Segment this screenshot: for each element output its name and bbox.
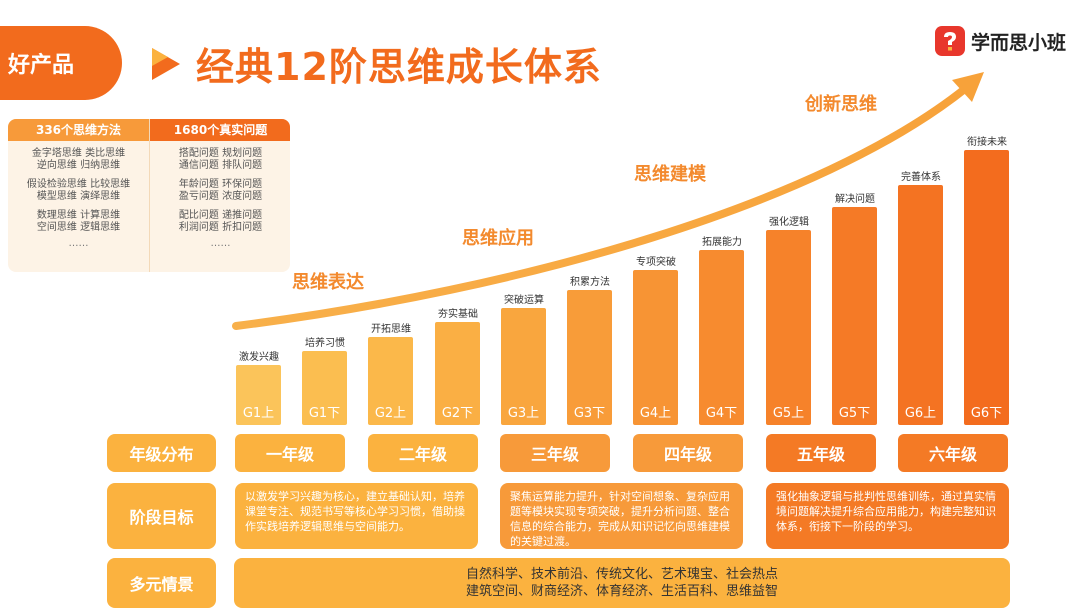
- level-bar-label: G1下: [308, 406, 341, 421]
- method-header-right: 1680个真实问题: [150, 119, 290, 141]
- level-skill-label: 夯实基础: [438, 309, 478, 320]
- problem-line: 配比问题 递推问题: [178, 210, 263, 221]
- level-bar: G2上: [368, 337, 413, 425]
- level-skill-label: 开拓思维: [371, 324, 411, 335]
- stage-label-modeling: 思维建模: [634, 164, 706, 185]
- method-line: 数理思维 计算思维: [36, 210, 121, 221]
- level-bar-label: G4下: [705, 406, 738, 421]
- method-ellipsis: ……: [68, 238, 89, 249]
- method-column-left: 336个思维方法 金字塔思维 类比思维 逆向思维 归纳思维 假设检验思维 比较思…: [8, 119, 149, 272]
- level-skill-label: 衔接未来: [967, 137, 1007, 148]
- page-title: 经典12阶思维成长体系: [196, 45, 602, 89]
- level-bar: G3下: [567, 290, 612, 425]
- problem-group: 配比问题 递推问题 利润问题 折扣问题: [150, 210, 290, 234]
- level-bar: G1下: [302, 351, 347, 425]
- brand-logo-icon: [934, 26, 965, 56]
- product-tag-text: 好产品: [8, 53, 75, 78]
- level-skill-label: 解决问题: [835, 194, 875, 205]
- method-table: 336个思维方法 金字塔思维 类比思维 逆向思维 归纳思维 假设检验思维 比较思…: [8, 119, 290, 272]
- stage-label-application: 思维应用: [462, 228, 534, 249]
- goal-grade-1-2: 以激发学习兴趣为核心，建立基础认知，培养课堂专注、规范书写等核心学习习惯，借助操…: [235, 483, 478, 549]
- problem-line: 利润问题 折扣问题: [178, 222, 263, 233]
- grade-3: 三年级: [500, 434, 610, 472]
- level-bar-label: G6下: [970, 406, 1003, 421]
- brand-name: 学而思小班: [970, 31, 1066, 54]
- problem-line: 通信问题 排队问题: [178, 160, 263, 171]
- level-bar-label: G3下: [573, 406, 606, 421]
- method-column-right: 1680个真实问题 搭配问题 规划问题 通信问题 排队问题 年龄问题 环保问题 …: [149, 119, 290, 272]
- method-line: 金字塔思维 类比思维: [31, 148, 126, 159]
- level-bar: G1上: [236, 365, 281, 425]
- level-bar: G2下: [435, 322, 480, 425]
- brand: 学而思小班: [934, 26, 1066, 56]
- grade-1: 一年级: [235, 434, 345, 472]
- goal-row-label: 阶段目标: [107, 483, 216, 549]
- grade-4: 四年级: [633, 434, 743, 472]
- level-skill-label: 强化逻辑: [769, 217, 809, 228]
- method-line: 逆向思维 归纳思维: [36, 160, 121, 171]
- method-line: 模型思维 演绎思维: [36, 191, 121, 202]
- grade-2: 二年级: [368, 434, 478, 472]
- level-bar-label: G6上: [904, 406, 937, 421]
- goal-grade-3-4: 聚焦运算能力提升，针对空间想象、复杂应用题等模块实现专项突破，提升分析问题、整合…: [500, 483, 743, 549]
- method-group: 数理思维 计算思维 空间思维 逻辑思维: [8, 210, 149, 234]
- method-line: 空间思维 逻辑思维: [36, 222, 121, 233]
- method-group: 金字塔思维 类比思维 逆向思维 归纳思维: [8, 148, 149, 172]
- level-bar: G4下: [699, 250, 744, 425]
- method-line: 假设检验思维 比较思维: [26, 179, 131, 190]
- problem-line: 盈亏问题 浓度问题: [178, 191, 263, 202]
- problem-line: 年龄问题 环保问题: [178, 179, 263, 190]
- level-bar: G5上: [766, 230, 811, 425]
- level-bar: G4上: [633, 270, 678, 425]
- problem-group: 搭配问题 规划问题 通信问题 排队问题: [150, 148, 290, 172]
- level-skill-label: 积累方法: [570, 277, 610, 288]
- scene-box: 自然科学、技术前沿、传统文化、艺术瑰宝、社会热点 建筑空间、财商经济、体育经济、…: [234, 558, 1010, 608]
- stage-label-expression: 思维表达: [292, 272, 364, 293]
- method-header-left: 336个思维方法: [8, 119, 149, 141]
- level-bar: G6下: [964, 150, 1009, 425]
- level-bar: G6上: [898, 185, 943, 425]
- level-bar-label: G2下: [441, 406, 474, 421]
- level-skill-label: 突破运算: [504, 295, 544, 306]
- level-skill-label: 培养习惯: [305, 338, 345, 349]
- problem-ellipsis: ……: [210, 238, 231, 249]
- level-skill-label: 专项突破: [636, 257, 676, 268]
- problem-line: 搭配问题 规划问题: [178, 148, 263, 159]
- level-bar-label: G2上: [374, 406, 407, 421]
- level-bar-label: G3上: [507, 406, 540, 421]
- level-skill-label: 拓展能力: [702, 237, 742, 248]
- level-skill-label: 激发兴趣: [239, 352, 279, 363]
- level-bar-label: G5下: [838, 406, 871, 421]
- grade-row-label: 年级分布: [107, 434, 216, 472]
- grade-5: 五年级: [766, 434, 876, 472]
- scene-row-label: 多元情景: [107, 558, 216, 608]
- product-tag: 好产品: [0, 26, 122, 100]
- growth-arrow-head: [952, 72, 984, 102]
- stage-label-innovation: 创新思维: [805, 94, 877, 115]
- problem-group: 年龄问题 环保问题 盈亏问题 浓度问题: [150, 179, 290, 203]
- grade-6: 六年级: [898, 434, 1008, 472]
- level-skill-label: 完善体系: [901, 172, 941, 183]
- level-bar: G3上: [501, 308, 546, 425]
- play-icon: [152, 48, 180, 80]
- scene-line: 建筑空间、财商经济、体育经济、生活百科、思维益智: [465, 584, 778, 599]
- level-bar-label: G4上: [639, 406, 672, 421]
- level-bar: G5下: [832, 207, 877, 425]
- scene-line: 自然科学、技术前沿、传统文化、艺术瑰宝、社会热点: [465, 567, 778, 582]
- level-bar-label: G5上: [772, 406, 805, 421]
- level-bar-label: G1上: [242, 406, 275, 421]
- goal-grade-5-6: 强化抽象逻辑与批判性思维训练，通过真实情境问题解决提升综合应用能力，构建完整知识…: [766, 483, 1009, 549]
- method-group: 假设检验思维 比较思维 模型思维 演绎思维: [8, 179, 149, 203]
